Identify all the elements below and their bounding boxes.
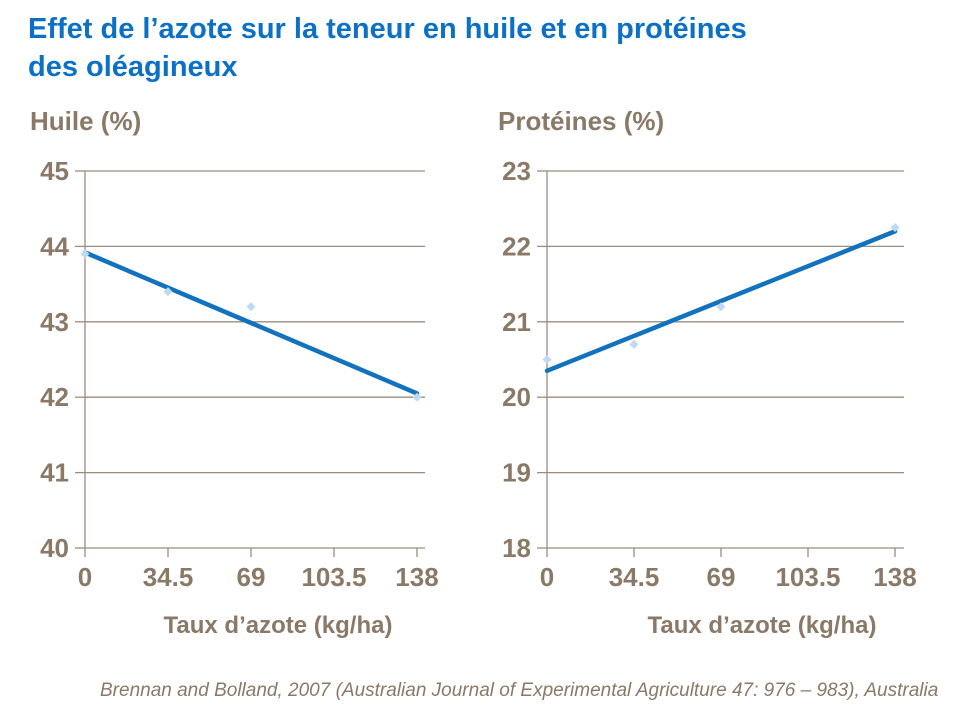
data-point-marker	[163, 287, 173, 297]
y-tick-label: 18	[502, 533, 531, 563]
y-tick-label: 20	[502, 382, 531, 412]
y-tick-label: 40	[40, 533, 69, 563]
y-tick-label: 45	[40, 156, 69, 186]
x-tick-label: 69	[707, 562, 736, 592]
slide-title-line2: des oléagineux	[28, 51, 238, 83]
chart-title-proteines: Protéines (%)	[498, 106, 665, 136]
slide-title-line1: Effet de l’azote sur la teneur en huile …	[28, 13, 747, 45]
trend-line	[82, 250, 420, 396]
data-point-marker	[629, 339, 639, 349]
data-point-marker	[890, 223, 900, 233]
y-tick-label: 42	[40, 382, 69, 412]
data-point-marker	[716, 302, 726, 312]
y-tick-label: 22	[502, 231, 531, 261]
x-tick-label: 0	[540, 562, 554, 592]
y-tick-label: 43	[40, 307, 69, 337]
x-tick-label: 69	[237, 562, 266, 592]
source-citation: Brennan and Bolland, 2007 (Australian Jo…	[100, 680, 939, 701]
xaxis-title-proteines: Taux d’azote (kg/ha)	[647, 612, 877, 639]
x-tick-label: 103.5	[775, 562, 840, 592]
x-tick-label: 0	[78, 562, 92, 592]
trend-line	[544, 229, 898, 374]
y-tick-label: 44	[40, 231, 69, 261]
slide-title: Effet de l’azote sur la teneur en huile …	[28, 10, 928, 86]
x-tick-label: 103.5	[301, 562, 366, 592]
y-tick-label: 41	[40, 458, 69, 488]
x-tick-label: 138	[873, 562, 916, 592]
huile-chart: 40 41 42 43 44 45 0 34.5 69 103.5 138	[40, 156, 439, 592]
proteines-chart: 18 19 20 21 22 23 0 34.5 69 103.5 138	[502, 156, 917, 592]
data-point-marker	[542, 355, 552, 364]
xaxis-title-huile: Taux d’azote (kg/ha)	[163, 612, 393, 639]
chart-title-huile: Huile (%)	[30, 106, 142, 136]
data-point-marker	[80, 249, 90, 259]
x-tick-label: 138	[395, 562, 438, 592]
y-tick-label: 23	[502, 156, 531, 186]
data-point-marker	[246, 302, 256, 312]
x-tick-label: 34.5	[609, 562, 660, 592]
y-tick-label: 19	[502, 458, 531, 488]
x-tick-label: 34.5	[143, 562, 194, 592]
data-point-marker	[412, 392, 422, 402]
y-tick-label: 21	[502, 307, 531, 337]
